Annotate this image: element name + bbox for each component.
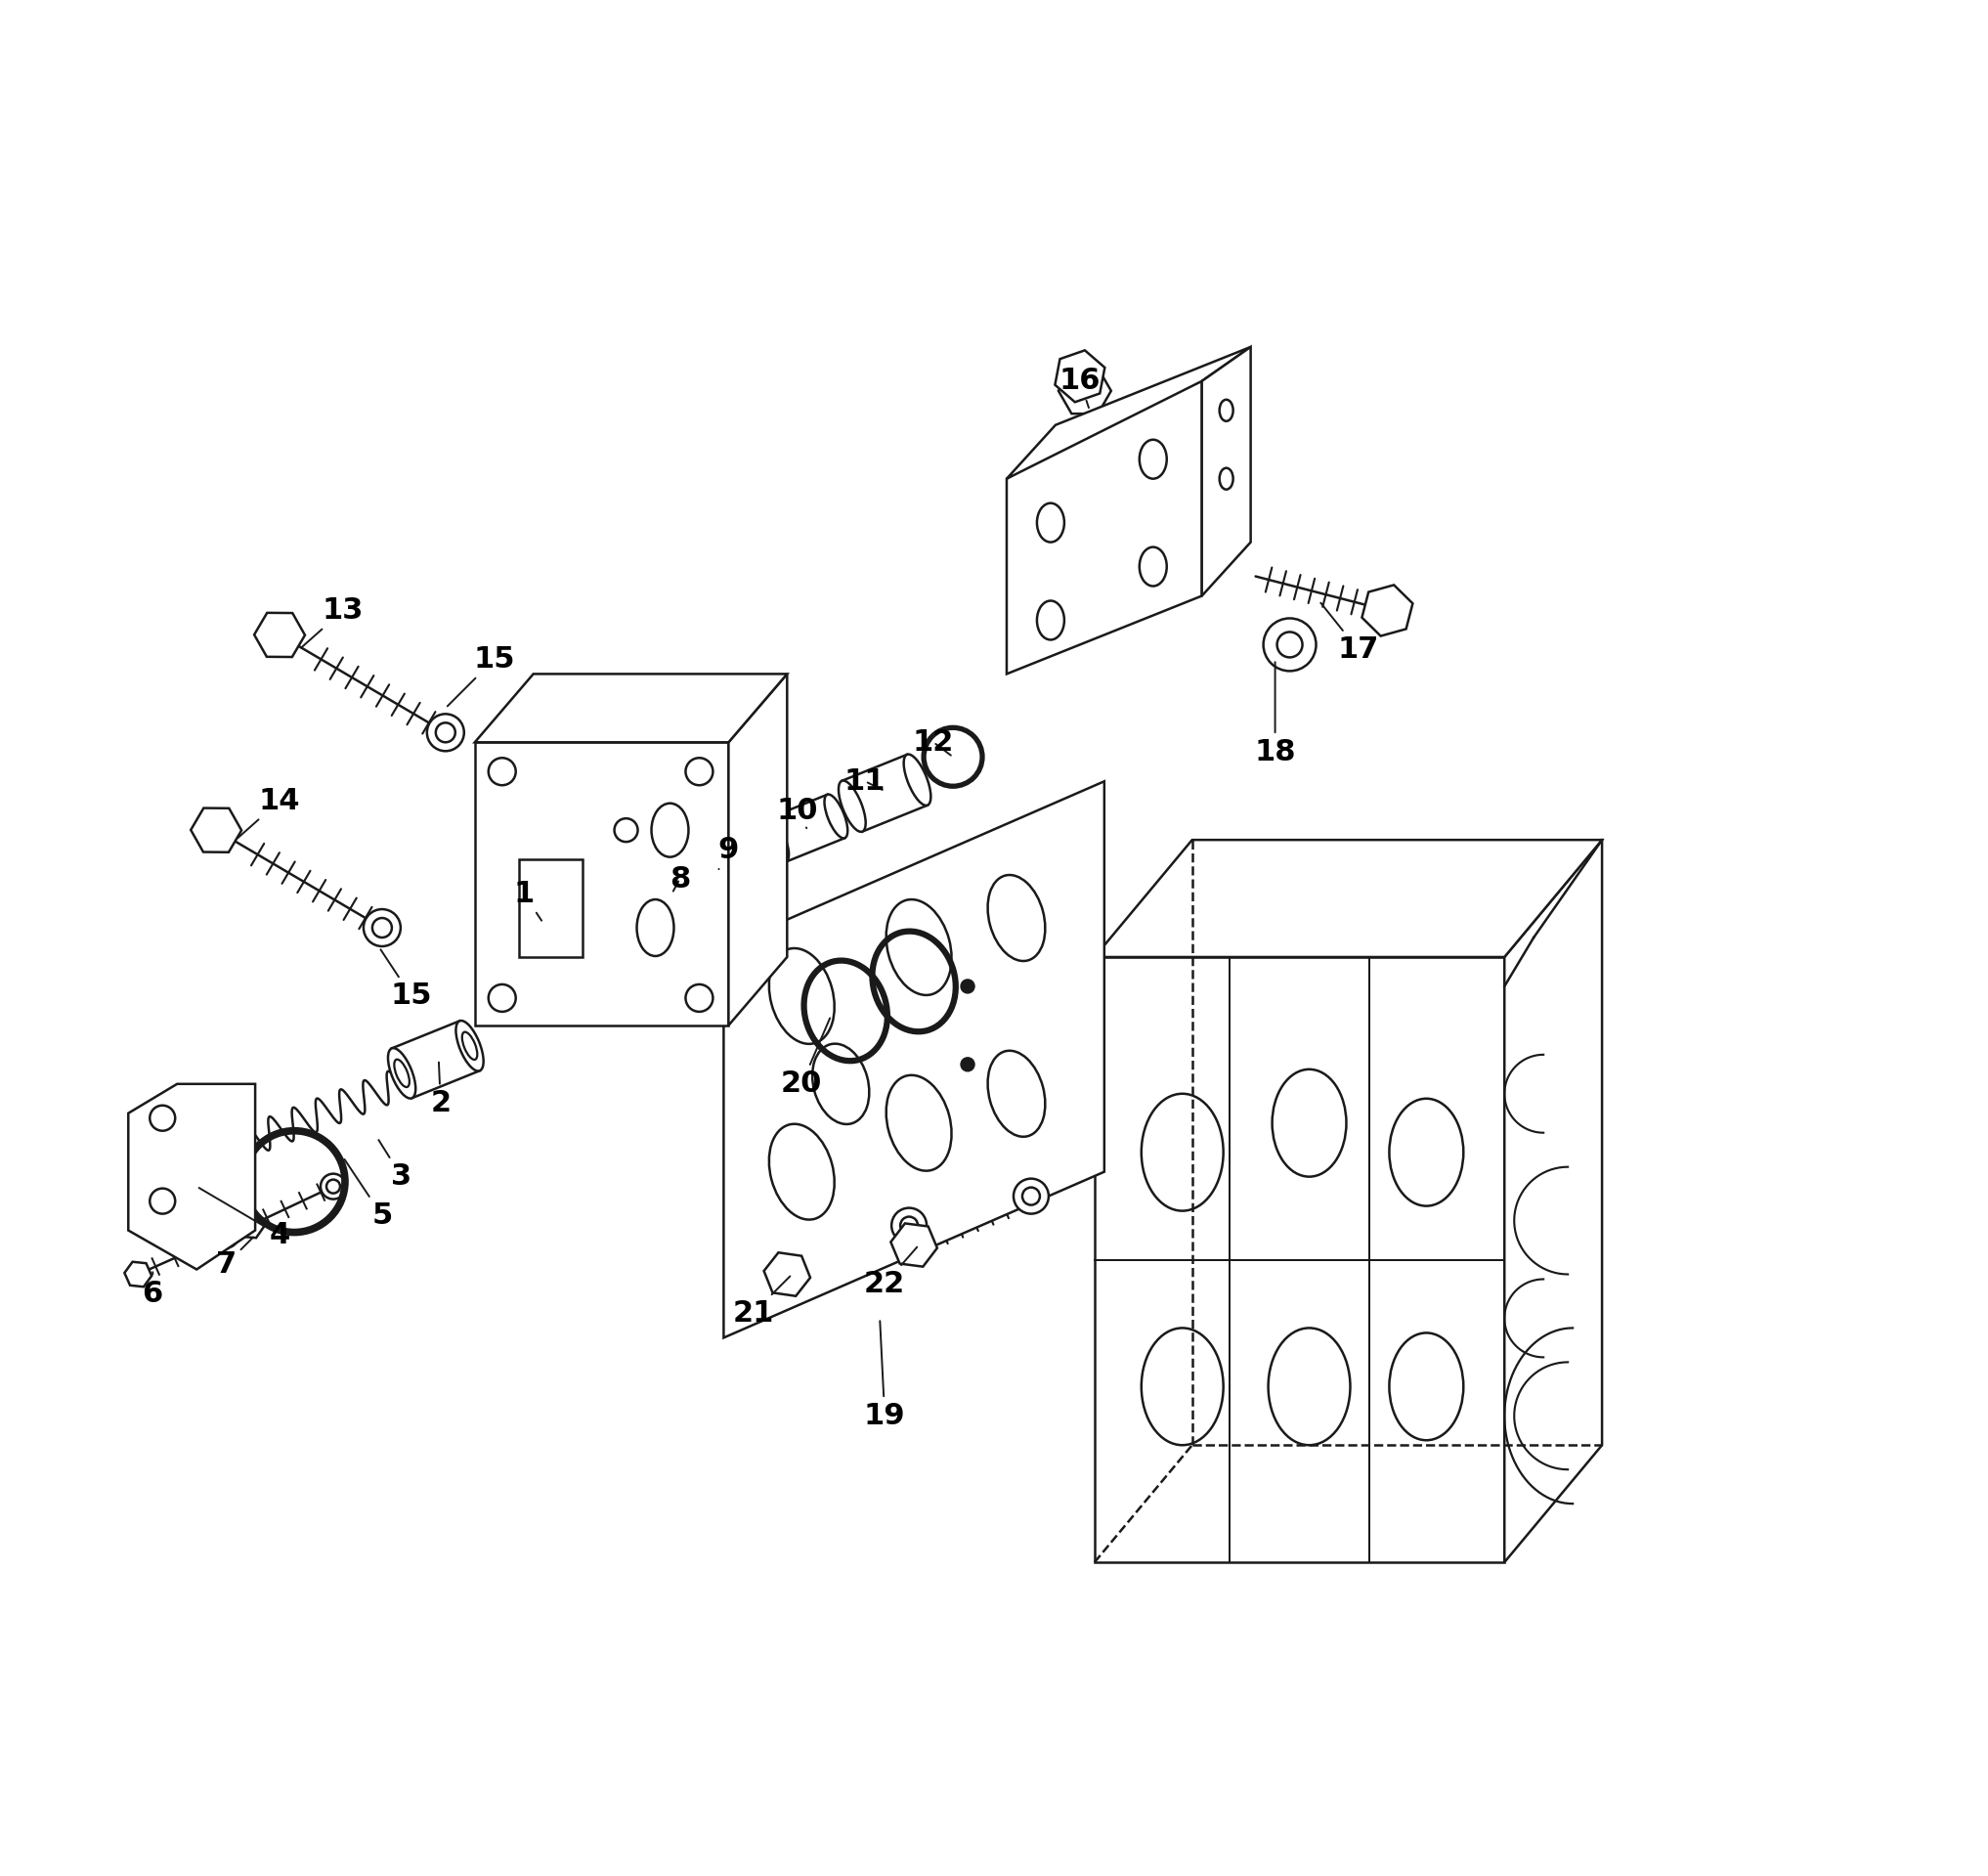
- Text: 21: 21: [732, 1276, 789, 1328]
- Text: 3: 3: [378, 1141, 412, 1191]
- Text: 8: 8: [670, 865, 690, 893]
- Circle shape: [219, 1229, 233, 1242]
- Circle shape: [435, 722, 455, 743]
- Text: 17: 17: [1320, 602, 1380, 664]
- Circle shape: [364, 910, 402, 946]
- Circle shape: [901, 1218, 918, 1234]
- Text: 6: 6: [143, 1272, 163, 1308]
- Polygon shape: [763, 1253, 811, 1296]
- Polygon shape: [728, 673, 787, 1026]
- Polygon shape: [1056, 351, 1105, 401]
- Polygon shape: [1095, 957, 1505, 1563]
- Polygon shape: [724, 780, 1103, 1338]
- Polygon shape: [1203, 347, 1250, 597]
- Text: 5: 5: [344, 1159, 392, 1231]
- Polygon shape: [1095, 840, 1602, 957]
- Ellipse shape: [455, 1021, 483, 1071]
- Text: 13: 13: [300, 597, 364, 647]
- Circle shape: [1014, 1178, 1048, 1214]
- Polygon shape: [125, 1263, 151, 1287]
- Text: 9: 9: [718, 835, 740, 869]
- Circle shape: [372, 917, 392, 938]
- Ellipse shape: [905, 754, 930, 805]
- Ellipse shape: [461, 1032, 477, 1060]
- Polygon shape: [1505, 840, 1602, 1563]
- Ellipse shape: [839, 780, 865, 831]
- Circle shape: [1276, 632, 1302, 657]
- Circle shape: [1022, 1188, 1040, 1204]
- Ellipse shape: [388, 1049, 415, 1099]
- Text: 2: 2: [429, 1062, 451, 1118]
- Polygon shape: [1006, 347, 1250, 478]
- Text: 15: 15: [380, 949, 431, 1011]
- Text: 14: 14: [239, 786, 300, 839]
- Polygon shape: [1006, 381, 1203, 673]
- Circle shape: [213, 1223, 239, 1248]
- Polygon shape: [129, 1084, 254, 1270]
- Polygon shape: [1058, 368, 1111, 415]
- Text: 22: 22: [865, 1248, 916, 1298]
- Circle shape: [658, 882, 682, 906]
- Polygon shape: [191, 809, 241, 852]
- Text: 18: 18: [1254, 662, 1296, 765]
- Text: 10: 10: [775, 797, 817, 827]
- Text: 20: 20: [781, 1019, 829, 1097]
- Text: 12: 12: [912, 728, 954, 756]
- Polygon shape: [254, 613, 304, 657]
- Text: 16: 16: [1060, 368, 1101, 407]
- Text: 11: 11: [845, 767, 887, 795]
- Circle shape: [960, 1058, 974, 1071]
- Ellipse shape: [394, 1060, 410, 1086]
- Text: 7: 7: [215, 1236, 252, 1279]
- Polygon shape: [237, 1214, 264, 1238]
- Circle shape: [320, 1174, 346, 1199]
- Polygon shape: [475, 743, 728, 1026]
- Polygon shape: [1362, 585, 1413, 636]
- Circle shape: [646, 870, 694, 917]
- Text: 15: 15: [447, 645, 515, 705]
- Circle shape: [960, 979, 974, 992]
- Polygon shape: [475, 673, 787, 743]
- Text: 19: 19: [865, 1321, 905, 1430]
- Circle shape: [1262, 619, 1316, 672]
- Circle shape: [891, 1208, 926, 1244]
- Circle shape: [326, 1180, 340, 1193]
- Text: 1: 1: [513, 880, 541, 921]
- Circle shape: [427, 715, 463, 750]
- Ellipse shape: [825, 794, 847, 839]
- Polygon shape: [891, 1223, 936, 1266]
- Ellipse shape: [765, 818, 789, 861]
- Text: 4: 4: [199, 1188, 290, 1249]
